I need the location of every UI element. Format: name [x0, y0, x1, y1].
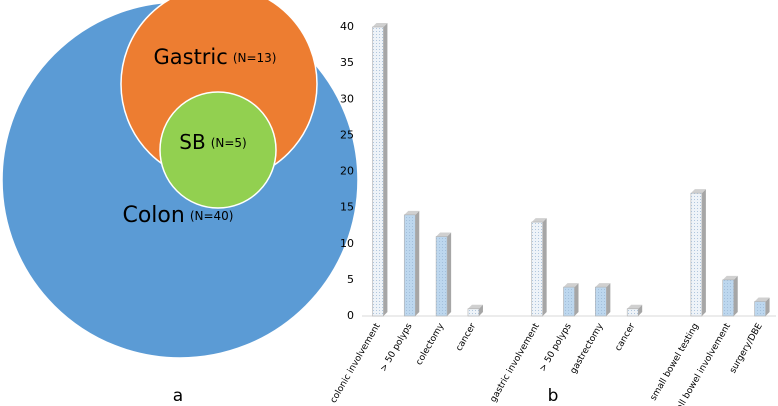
bar-texture — [372, 27, 384, 316]
x-tick-label: > 50 polyps — [538, 321, 574, 373]
panel-caption: a — [173, 386, 183, 406]
y-tick-label: 30 — [340, 92, 354, 105]
bar-side — [638, 304, 643, 316]
bar-top — [722, 275, 738, 280]
set-count: (N=40) — [190, 209, 234, 223]
bar-side — [701, 189, 706, 316]
bar-side — [574, 283, 579, 316]
bar-side — [383, 23, 388, 316]
bar-top — [531, 218, 547, 223]
bar-side — [765, 297, 770, 316]
y-tick-label: 5 — [347, 273, 354, 286]
x-tick-label: cancer — [454, 321, 478, 353]
bar-texture — [627, 308, 639, 316]
bar-side — [415, 210, 420, 316]
bar-top — [690, 189, 706, 194]
bar-texture — [531, 222, 543, 316]
bar-top — [563, 283, 579, 288]
set-count: (N=13) — [233, 51, 277, 65]
bar-side — [733, 275, 738, 316]
bar-top — [467, 304, 483, 309]
bar-top — [627, 304, 643, 309]
y-tick-label: 15 — [340, 201, 354, 214]
bar-side — [542, 218, 547, 316]
bar-top — [595, 283, 611, 288]
y-tick-label: 25 — [340, 128, 354, 141]
set-name: Colon — [122, 203, 184, 228]
y-tick-label: 0 — [347, 309, 354, 322]
y-tick-label: 20 — [340, 165, 354, 178]
bar-top — [436, 232, 452, 237]
x-tick-label: cancer — [614, 321, 638, 353]
bar-top — [754, 297, 770, 302]
venn-circle — [159, 91, 277, 209]
bar-texture — [722, 279, 734, 316]
bar-top — [404, 210, 420, 215]
venn-label: Colon (N=40) — [122, 203, 233, 228]
bar-texture — [467, 308, 479, 316]
x-tick-label: colectomy — [414, 321, 446, 367]
bar-texture — [436, 236, 448, 316]
panel-caption: b — [548, 386, 559, 406]
set-count: (N=5) — [211, 136, 247, 150]
venn-label: Gastric (N=13) — [153, 45, 276, 69]
bar-side — [447, 232, 452, 316]
x-tick-label: > 50 polyps — [379, 321, 415, 373]
set-name: SB — [179, 130, 205, 154]
bar-top — [372, 23, 388, 27]
y-tick-label: 40 — [340, 20, 354, 33]
bar-side — [606, 283, 611, 316]
y-tick-label: 35 — [340, 56, 354, 69]
bar-texture — [754, 301, 766, 316]
bar-side — [478, 304, 483, 316]
bar-texture — [595, 287, 607, 316]
x-tick-label: gastric involvement — [489, 321, 543, 404]
bar-texture — [404, 214, 416, 316]
x-tick-label: colonic involvement — [329, 321, 383, 405]
set-name: Gastric — [153, 45, 227, 69]
bar-texture — [690, 193, 702, 316]
venn-label: SB (N=5) — [179, 130, 246, 154]
x-tick-label: gastrectomy — [569, 321, 606, 376]
bar-texture — [563, 287, 575, 316]
y-tick-label: 10 — [340, 237, 354, 250]
x-tick-label: surgery/DBE — [728, 321, 765, 375]
